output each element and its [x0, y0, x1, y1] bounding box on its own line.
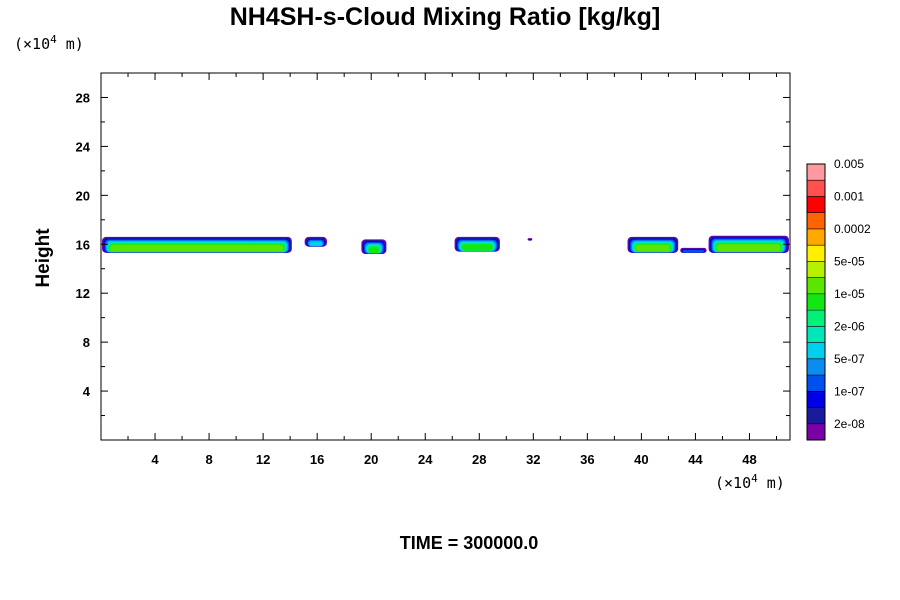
colorbar-label: 1e-05: [834, 287, 865, 301]
colorbar-label: 0.005: [834, 157, 864, 171]
cloud-feature: [454, 236, 500, 252]
x-tick-label: 32: [526, 452, 540, 467]
y-tick-label: 8: [83, 335, 90, 350]
y-ticks: 4 8 12 16 20 24 28: [76, 90, 790, 417]
colorbar-swatch: [807, 407, 825, 424]
y-tick-label: 12: [76, 286, 90, 301]
cloud-feature: [627, 236, 679, 253]
colorbar-swatch: [807, 196, 825, 213]
colorbar-swatch: [807, 342, 825, 359]
y-unit-label: (×104 m): [14, 33, 84, 53]
cloud-feature: [527, 238, 533, 241]
x-tick-label: 12: [256, 452, 270, 467]
colorbar-label: 5e-05: [834, 254, 865, 268]
x-tick-label: 8: [205, 452, 212, 467]
x-tick-label: 4: [151, 452, 159, 467]
x-tick-label: 20: [364, 452, 378, 467]
x-tick-label: 44: [688, 452, 703, 467]
y-tick-label: 28: [76, 90, 90, 105]
colorbar: 2e-08 1e-07 5e-07 2e-06 1e-05 5e-05 0.0002 0.00…: [806, 157, 871, 441]
time-label: TIME = 300000.0: [400, 533, 539, 553]
cloud-contour-band: [682, 249, 704, 253]
colorbar-swatch: [807, 277, 825, 294]
plot-frame: [100, 72, 791, 441]
x-ticks: 4 8 12 16 20 24 28 32 36 40 44 48: [127, 73, 777, 467]
colorbar-swatch: [807, 180, 825, 197]
colorbar-swatch: [807, 245, 825, 262]
colorbar-label: 1e-07: [834, 384, 865, 398]
colorbar-swatch: [807, 261, 825, 278]
cloud-feature: [304, 236, 327, 247]
x-tick-label: 48: [742, 452, 756, 467]
y-tick-label: 4: [83, 384, 91, 399]
x-tick-label: 24: [418, 452, 433, 467]
colorbar-swatch: [807, 391, 825, 408]
cloud-contour-band: [635, 244, 671, 252]
colorbar-swatch: [807, 423, 825, 440]
cloud-contour-band: [110, 244, 284, 252]
colorbar-swatch: [807, 228, 825, 246]
cloud-contour-band: [528, 239, 531, 241]
colorbar-swatch: [807, 293, 825, 311]
colorbar-swatch: [807, 212, 825, 229]
cloud-feature: [680, 247, 707, 253]
y-tick-label: 20: [76, 188, 90, 203]
cloud-contour-band: [309, 241, 323, 247]
cloud-field: [102, 235, 789, 255]
colorbar-swatch: [807, 375, 825, 392]
cloud-feature: [102, 236, 292, 253]
y-tick-label: 16: [76, 237, 90, 252]
colorbar-swatch: [807, 164, 825, 181]
colorbar-label: 5e-07: [834, 352, 865, 366]
colorbar-label: 0.001: [834, 189, 864, 203]
x-tick-label: 28: [472, 452, 486, 467]
x-tick-label: 16: [310, 452, 324, 467]
chart-title: NH4SH-s-Cloud Mixing Ratio [kg/kg]: [230, 3, 661, 31]
colorbar-frame: [806, 163, 826, 441]
cloud-contour-band: [461, 244, 493, 251]
y-tick-label: 24: [76, 139, 91, 154]
colorbar-label: 0.0002: [834, 222, 871, 236]
x-unit-label: (×104 m): [715, 472, 785, 492]
x-tick-label: 40: [634, 452, 648, 467]
colorbar-label: 2e-06: [834, 319, 865, 333]
plot-background: [101, 73, 790, 440]
colorbar-swatch: [807, 326, 825, 343]
cloud-contour-band: [368, 246, 380, 254]
cloud-contour-band: [716, 244, 781, 252]
cloud-feature: [361, 239, 387, 255]
colorbar-label: 2e-08: [834, 417, 865, 431]
colorbar-swatch: [807, 358, 825, 376]
colorbar-swatch: [807, 310, 825, 327]
y-axis-label: Height: [33, 228, 54, 288]
x-tick-label: 36: [580, 452, 594, 467]
cloud-feature: [708, 235, 789, 253]
